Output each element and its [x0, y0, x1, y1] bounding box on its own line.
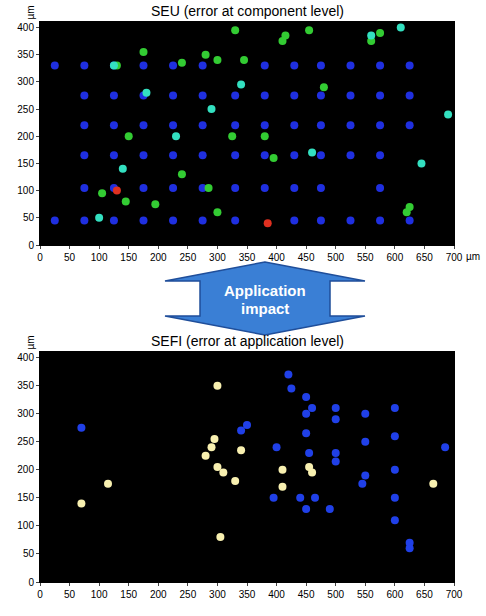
svg-text:SEU (error at component level): SEU (error at component level) — [151, 3, 344, 19]
svg-text:450: 450 — [298, 252, 315, 263]
svg-text:200: 200 — [17, 464, 34, 475]
svg-text:600: 600 — [387, 252, 404, 263]
svg-text:50: 50 — [64, 252, 76, 263]
svg-text:0: 0 — [37, 589, 43, 600]
svg-text:350: 350 — [239, 252, 256, 263]
svg-text:Application: Application — [224, 282, 306, 299]
svg-text:100: 100 — [91, 589, 108, 600]
svg-text:200: 200 — [150, 252, 167, 263]
svg-text:300: 300 — [17, 76, 34, 87]
svg-text:150: 150 — [17, 492, 34, 503]
svg-text:400: 400 — [17, 22, 34, 33]
svg-text:650: 650 — [416, 589, 433, 600]
svg-text:50: 50 — [23, 548, 35, 559]
svg-text:150: 150 — [120, 252, 137, 263]
svg-text:250: 250 — [17, 436, 34, 447]
svg-text:µm: µm — [466, 251, 480, 262]
svg-text:µm: µm — [25, 335, 36, 349]
svg-text:500: 500 — [327, 252, 344, 263]
svg-text:100: 100 — [17, 185, 34, 196]
svg-text:0: 0 — [28, 577, 34, 588]
svg-text:250: 250 — [17, 104, 34, 115]
svg-text:350: 350 — [17, 380, 34, 391]
svg-text:500: 500 — [327, 589, 344, 600]
svg-text:350: 350 — [17, 49, 34, 60]
svg-text:600: 600 — [387, 589, 404, 600]
svg-text:550: 550 — [357, 252, 374, 263]
svg-text:50: 50 — [23, 212, 35, 223]
svg-text:250: 250 — [180, 252, 197, 263]
svg-text:200: 200 — [150, 589, 167, 600]
svg-text:700: 700 — [446, 252, 463, 263]
svg-text:200: 200 — [17, 131, 34, 142]
svg-text:0: 0 — [37, 252, 43, 263]
svg-text:100: 100 — [91, 252, 108, 263]
svg-text:400: 400 — [17, 352, 34, 363]
svg-text:300: 300 — [17, 408, 34, 419]
svg-text:400: 400 — [268, 252, 285, 263]
svg-text:350: 350 — [239, 589, 256, 600]
svg-text:50: 50 — [64, 589, 76, 600]
svg-text:150: 150 — [17, 158, 34, 169]
svg-text:SEFI (error at application lev: SEFI (error at application level) — [151, 333, 344, 349]
svg-text:400: 400 — [268, 589, 285, 600]
svg-text:100: 100 — [17, 520, 34, 531]
svg-text:impact: impact — [241, 300, 289, 317]
svg-text:300: 300 — [209, 589, 226, 600]
svg-text:700: 700 — [446, 589, 463, 600]
svg-text:150: 150 — [120, 589, 137, 600]
svg-text:450: 450 — [298, 589, 315, 600]
svg-text:250: 250 — [180, 589, 197, 600]
svg-text:300: 300 — [209, 252, 226, 263]
svg-text:550: 550 — [357, 589, 374, 600]
svg-text:650: 650 — [416, 252, 433, 263]
svg-text:µm: µm — [25, 5, 36, 19]
svg-text:0: 0 — [28, 240, 34, 251]
